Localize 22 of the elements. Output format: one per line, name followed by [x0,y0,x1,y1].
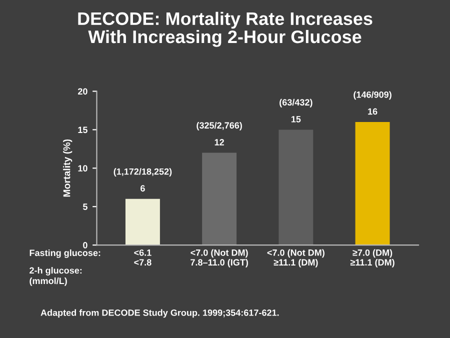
x-tick-label: <7.0 (Not DM) 7.8–11.0 (IGT) [190,249,248,268]
y-tick-label: 10 [78,165,88,172]
bar [278,130,314,246]
text: Fasting glucose: [30,249,100,258]
bar [355,122,390,246]
bar [125,198,160,246]
data-label: (146/909) 16 [354,91,392,115]
data-label: (63/432) 15 [280,98,312,122]
x-tick-label: <7.0 (Not DM) ≥11.1 (DM) [267,249,324,268]
data-label: (1,172/18,252) 6 [114,168,172,192]
text: 2-h glucose: (mmol/L) [30,267,82,286]
chart-title: DECODE: Mortality Rate Increases With Increasing 2-Hour Glucose [78,12,372,47]
y-tick-label: 5 [82,204,88,210]
data-label: (325/2,766) 12 [196,122,242,146]
y-tick-label: 20 [78,88,88,95]
x-tick-label: ≥7.0 (DM) ≥11.1 (DM) [350,249,394,268]
bar [202,152,237,246]
y-tick-label: 15 [78,126,88,134]
x-tick-label: <6.1 <7.8 [134,249,152,266]
text: Adapted from DECODE Study Group. 1999;354:617-621. [40,309,279,318]
y-axis-title: Mortality (%) [63,139,72,197]
y-tick-label: 0 [83,242,88,248]
